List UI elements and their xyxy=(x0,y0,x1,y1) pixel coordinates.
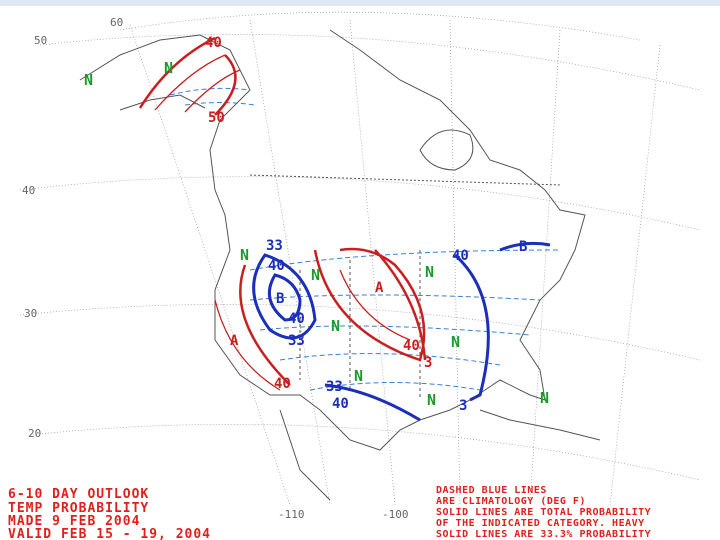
map-label: 33 xyxy=(326,379,343,395)
title-line: TEMP PROBABILITY xyxy=(8,501,149,516)
map-label: N xyxy=(311,266,320,284)
top-band xyxy=(0,0,720,6)
note-line: SOLID LINES ARE 33.3% PROBABILITY xyxy=(436,529,651,540)
note-line: OF THE INDICATED CATEGORY. HEAVY xyxy=(436,518,645,529)
map-label: A xyxy=(230,333,239,349)
map-label: N xyxy=(331,317,340,335)
map-label: 3 xyxy=(424,355,432,371)
map-label: N xyxy=(354,367,363,385)
map-label: 40 xyxy=(452,248,469,264)
map-label: B xyxy=(276,291,284,307)
map-label: N xyxy=(240,246,249,264)
title-line: MADE 9 FEB 2004 xyxy=(8,514,140,529)
longitude-label: -100 xyxy=(382,508,409,521)
map-label: 40 xyxy=(205,35,222,51)
map-label: B xyxy=(519,239,527,255)
latitude-label: 40 xyxy=(22,184,35,197)
map-label: 33 xyxy=(266,238,283,254)
title-line: VALID FEB 15 - 19, 2004 xyxy=(8,527,211,540)
latitude-label: 50 xyxy=(34,34,47,47)
note-line: DASHED BLUE LINES xyxy=(436,485,547,496)
map-label: N xyxy=(84,71,93,89)
map-label: 50 xyxy=(208,110,225,126)
map-label: 40 xyxy=(288,311,305,327)
map-label: 40 xyxy=(403,338,420,354)
map-label: N xyxy=(164,59,173,77)
probability-lines xyxy=(138,36,551,422)
title-line: 6-10 DAY OUTLOOK xyxy=(8,487,149,502)
map-label: N xyxy=(427,391,436,409)
note-line: SOLID LINES ARE TOTAL PROBABILITY xyxy=(436,507,651,518)
latitude-label: 30 xyxy=(24,307,37,320)
graticule xyxy=(19,11,701,506)
map-label: N xyxy=(540,389,549,407)
latitude-label: 20 xyxy=(28,427,41,440)
map-label: A xyxy=(375,280,384,296)
note-line: ARE CLIMATOLOGY (DEG F) xyxy=(436,496,586,507)
map-label: 40 xyxy=(268,258,285,274)
map-labels: 40 50 A A 40 40 3 N N N N N N N N N N 33… xyxy=(84,35,549,414)
longitude-label: -110 xyxy=(278,508,305,521)
map-label: 40 xyxy=(274,376,291,392)
map-label: 33 xyxy=(288,333,305,349)
map-label: 40 xyxy=(332,396,349,412)
legend-note: DASHED BLUE LINES ARE CLIMATOLOGY (DEG F… xyxy=(436,485,651,540)
map-label: N xyxy=(451,333,460,351)
title-block: 6-10 DAY OUTLOOK TEMP PROBABILITY MADE 9… xyxy=(8,487,211,540)
latitude-labels: 60 50 40 30 20 -110 -100 xyxy=(22,16,409,521)
map-label: N xyxy=(425,263,434,281)
map-label: 3 xyxy=(459,398,467,414)
latitude-label: 60 xyxy=(110,16,123,29)
